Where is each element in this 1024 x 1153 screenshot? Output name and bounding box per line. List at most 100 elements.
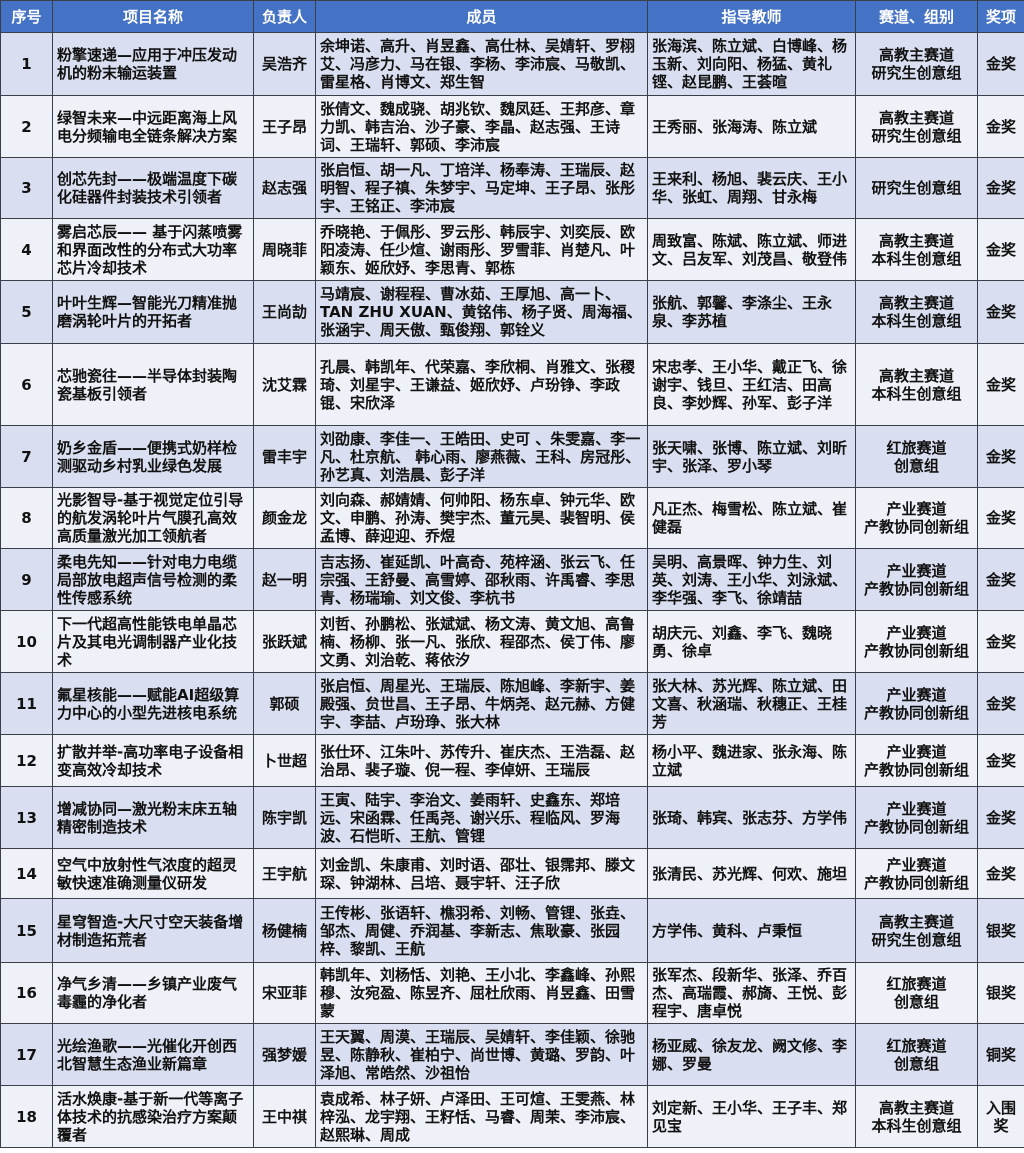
project-name: 雾启芯辰—— 基于闪蒸喷雾和界面改性的分布式大功率芯片冷却技术	[52, 218, 254, 281]
header-no: 序号	[0, 0, 53, 33]
award: 金奖	[977, 786, 1024, 849]
row-number: 2	[0, 95, 53, 158]
members: 刘劭康、李佳一、王皓田、史可 、朱雯嘉、李一凡、杜京航、 韩心雨、廖燕薇、王科、…	[315, 425, 648, 488]
advisors: 杨亚威、徐友龙、阙文修、李娜、罗曼	[647, 1023, 856, 1086]
members: 王传彬、张语轩、樵羽希、刘畅、管锂、张垚、邹杰、周健、乔润基、李新志、焦耿豪、张…	[315, 898, 648, 963]
advisors: 张大林、苏光辉、陈立斌、田文喜、秋涵瑞、秋穗正、王桂芳	[647, 672, 856, 735]
award: 银奖	[977, 962, 1024, 1024]
leader: 王子昂	[253, 95, 316, 158]
members: 张倩文、魏成骁、胡兆钦、魏凤廷、王邦彦、章力凯、韩吉治、沙子豪、李晶、赵志强、王…	[315, 95, 648, 158]
advisors: 胡庆元、刘鑫、李飞、魏晓勇、徐卓	[647, 610, 856, 673]
table-row: 7 奶乡金盾——便携式奶样检测驱动乡村乳业绿色发展 雷丰宇 刘劭康、李佳一、王皓田、史…	[0, 425, 1024, 488]
advisors: 吴明、高景晖、钟力生、刘英、刘涛、王小华、刘泳斌、李华强、李飞、徐靖喆	[647, 548, 856, 611]
members: 刘哲、孙鹏松、张斌斌、杨文涛、黄文旭、高鲁楠、杨柳、张一凡、张欣、程邵杰、侯丁伟…	[315, 610, 648, 673]
track: 高教主赛道	[878, 231, 954, 250]
track: 产业赛道	[886, 742, 947, 761]
advisors: 杨小平、魏进家、张永海、陈立斌	[647, 734, 856, 787]
track-group: 产业赛道 产教协同创新组	[855, 610, 978, 673]
track: 产业赛道	[886, 623, 947, 642]
group: 产教协同创新组	[863, 703, 969, 722]
project-name: 增减协同—激光粉末床五轴精密制造技术	[52, 786, 254, 849]
group: 本科生创意组	[871, 312, 962, 330]
table-row: 13 增减协同—激光粉末床五轴精密制造技术 陈宇凯 王寅、陆宇、李治文、姜雨轩、史鑫东…	[0, 786, 1024, 849]
track-group: 产业赛道 产教协同创新组	[855, 848, 978, 899]
advisors: 周致富、陈斌、陈立斌、师进文、吕友军、刘茂昌、敬登伟	[647, 218, 856, 281]
group: 产教协同创新组	[863, 518, 969, 536]
header-project: 项目名称	[52, 0, 254, 33]
leader: 王宇航	[253, 848, 316, 899]
leader: 张跃斌	[253, 610, 316, 673]
project-name: 净气乡清——乡镇产业废气毒霾的净化者	[52, 962, 254, 1024]
header-advisors: 指导教师	[647, 0, 856, 33]
table-row: 16 净气乡清——乡镇产业废气毒霾的净化者 宋亚菲 韩凯年、刘杨恬、刘艳、王小北、李鑫…	[0, 962, 1024, 1024]
leader: 王尚劼	[253, 280, 316, 344]
award: 金奖	[977, 157, 1024, 219]
project-name: 绿智未来—中远距离海上风电分频输电全链条解决方案	[52, 95, 254, 158]
track-group: 研究生创意组	[855, 157, 978, 219]
track: 产业赛道	[886, 799, 947, 818]
group: 创意组	[893, 456, 939, 475]
track: 产业赛道	[886, 500, 947, 518]
table-row: 1 粉擎速递—应用于冲压发动机的粉末输运装置 吴浩齐 余坤诺、高升、肖昱鑫、高仕林、吴…	[0, 32, 1024, 96]
row-number: 4	[0, 218, 53, 281]
award: 金奖	[977, 95, 1024, 158]
award: 金奖	[977, 280, 1024, 344]
row-number: 9	[0, 548, 53, 611]
track-group: 高教主赛道 本科生创意组	[855, 218, 978, 281]
row-number: 12	[0, 734, 53, 787]
advisors: 张清民、苏光辉、何欢、施坦	[647, 848, 856, 899]
award: 银奖	[977, 898, 1024, 963]
members: 韩凯年、刘杨恬、刘艳、王小北、李鑫峰、孙熙穆、汝宛盈、陈昱齐、屈杜欣雨、肖昱鑫、…	[315, 962, 648, 1024]
row-number: 8	[0, 487, 53, 549]
project-name: 光影智导-基于视觉定位引导的航发涡轮叶片气膜孔高效高质量激光加工领航者	[52, 487, 254, 549]
project-name: 芯驰瓷往——半导体封装陶瓷基板引领者	[52, 343, 254, 426]
group: 产教协同创新组	[863, 760, 969, 779]
track-group: 红旅赛道 创意组	[855, 1023, 978, 1086]
track: 红旅赛道	[886, 975, 947, 993]
track: 红旅赛道	[886, 438, 947, 457]
table-row: 10 下一代超高性能铁电单晶芯片及其电光调制器产业化技术 张跃斌 刘哲、孙鹏松、张斌斌…	[0, 610, 1024, 673]
track: 高教主赛道	[878, 108, 954, 127]
track: 产业赛道	[886, 561, 947, 580]
members: 孔晨、韩凯年、代荣嘉、李欣桐、肖雅文、张稷琦、刘星宇、王谦益、姬欣妤、卢玢铮、李…	[315, 343, 648, 426]
row-number: 10	[0, 610, 53, 673]
track-group: 红旅赛道 创意组	[855, 962, 978, 1024]
group: 产教协同创新组	[863, 873, 969, 892]
award: 入围奖	[977, 1085, 1024, 1148]
row-number: 15	[0, 898, 53, 963]
advisors: 张海滨、陈立斌、白博峰、杨玉新、刘向阳、杨猛、黄礼铿、赵昆鹏、王荟暄	[647, 32, 856, 96]
track: 高教主赛道	[878, 912, 954, 931]
track-group: 产业赛道 产教协同创新组	[855, 487, 978, 549]
advisors: 王秀丽、张海涛、陈立斌	[647, 95, 856, 158]
project-name: 下一代超高性能铁电单晶芯片及其电光调制器产业化技术	[52, 610, 254, 673]
track: 高教主赛道	[878, 294, 954, 312]
track-group: 产业赛道 产教协同创新组	[855, 734, 978, 787]
project-name: 奶乡金盾——便携式奶样检测驱动乡村乳业绿色发展	[52, 425, 254, 488]
leader: 吴浩齐	[253, 32, 316, 96]
group: 创意组	[893, 1054, 939, 1073]
track-group: 产业赛道 产教协同创新组	[855, 786, 978, 849]
row-number: 11	[0, 672, 53, 735]
group: 产教协同创新组	[863, 641, 969, 660]
track: 高教主赛道	[878, 366, 954, 385]
header-track: 赛道、组别	[855, 0, 978, 33]
row-number: 7	[0, 425, 53, 488]
award: 金奖	[977, 848, 1024, 899]
row-number: 5	[0, 280, 53, 344]
advisors: 宋忠孝、王小华、戴正飞、徐谢宇、钱旦、王红洁、田高良、李妙辉、孙军、彭子洋	[647, 343, 856, 426]
group: 研究生创意组	[871, 64, 962, 82]
award: 铜奖	[977, 1023, 1024, 1086]
track: 高教主赛道	[878, 1098, 954, 1117]
advisors: 王来利、杨旭、裴云庆、王小华、张虹、周翔、甘永梅	[647, 157, 856, 219]
leader: 宋亚菲	[253, 962, 316, 1024]
project-name: 叶叶生辉—智能光刀精准抛磨涡轮叶片的开拓者	[52, 280, 254, 344]
project-name: 粉擎速递—应用于冲压发动机的粉末输运装置	[52, 32, 254, 96]
project-name: 活水焕康-基于新一代等离子体技术的抗感染治疗方案颠覆者	[52, 1085, 254, 1148]
track-group: 高教主赛道 本科生创意组	[855, 1085, 978, 1148]
row-number: 16	[0, 962, 53, 1024]
track-group: 红旅赛道 创意组	[855, 425, 978, 488]
project-name: 氟星核能——赋能AI超级算力中心的小型先进核电系统	[52, 672, 254, 735]
leader: 赵一明	[253, 548, 316, 611]
row-number: 13	[0, 786, 53, 849]
advisors: 凡正杰、梅雪松、陈立斌、崔健磊	[647, 487, 856, 549]
